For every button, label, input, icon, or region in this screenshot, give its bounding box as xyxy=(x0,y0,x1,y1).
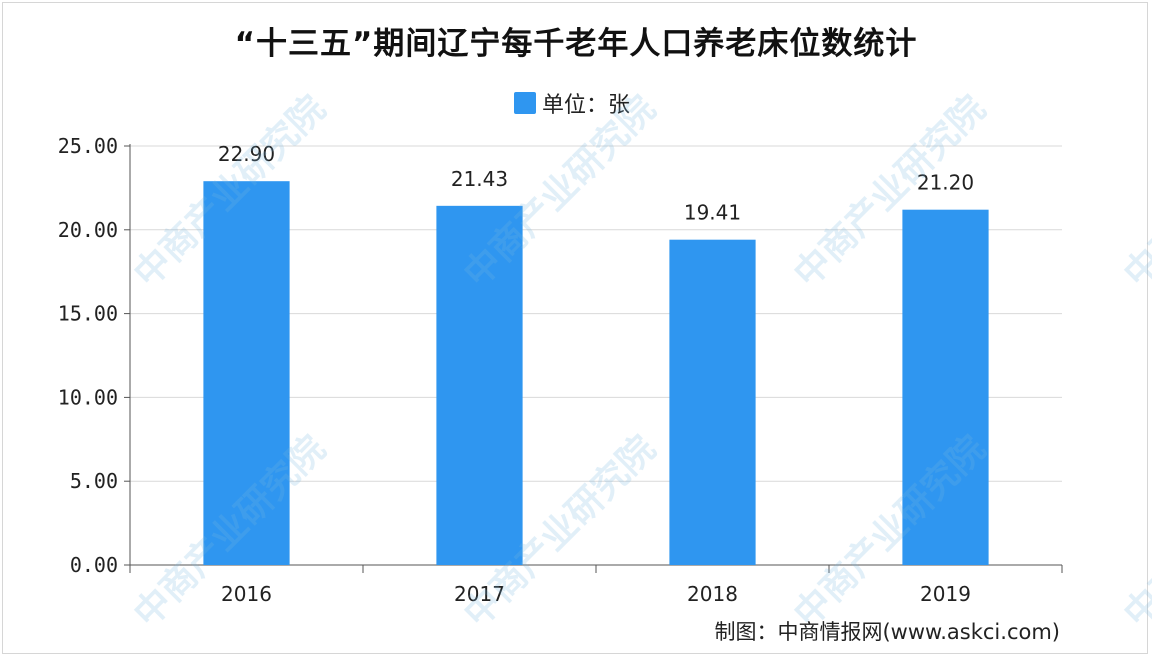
y-tick-label: 10.00 xyxy=(58,385,118,409)
legend-label: 单位：张 xyxy=(542,93,631,118)
y-tick-label: 20.00 xyxy=(58,218,118,242)
chart-legend[interactable]: 单位：张 xyxy=(514,88,630,118)
bar xyxy=(902,209,989,566)
x-tick-label: 2017 xyxy=(454,582,505,606)
y-tick-label: 5.00 xyxy=(70,469,118,493)
data-label: 22.90 xyxy=(218,142,275,166)
legend-swatch xyxy=(514,92,536,114)
x-tick-label: 2019 xyxy=(920,582,971,606)
bar xyxy=(669,239,756,565)
y-tick-label: 25.00 xyxy=(58,134,118,158)
bar xyxy=(203,181,290,566)
data-label: 19.41 xyxy=(684,201,741,225)
source-note: 制图：中商情报网(www.askci.com) xyxy=(714,620,1060,644)
x-tick-label: 2016 xyxy=(221,582,272,606)
y-tick-label: 15.00 xyxy=(58,302,118,326)
bar xyxy=(436,205,523,566)
chart-title: “十三五”期间辽宁每千老年人口养老床位数统计 xyxy=(234,26,918,62)
data-label: 21.43 xyxy=(451,167,508,191)
x-tick-label: 2018 xyxy=(687,582,738,606)
y-tick-label: 0.00 xyxy=(70,553,118,577)
data-label: 21.20 xyxy=(917,171,974,195)
